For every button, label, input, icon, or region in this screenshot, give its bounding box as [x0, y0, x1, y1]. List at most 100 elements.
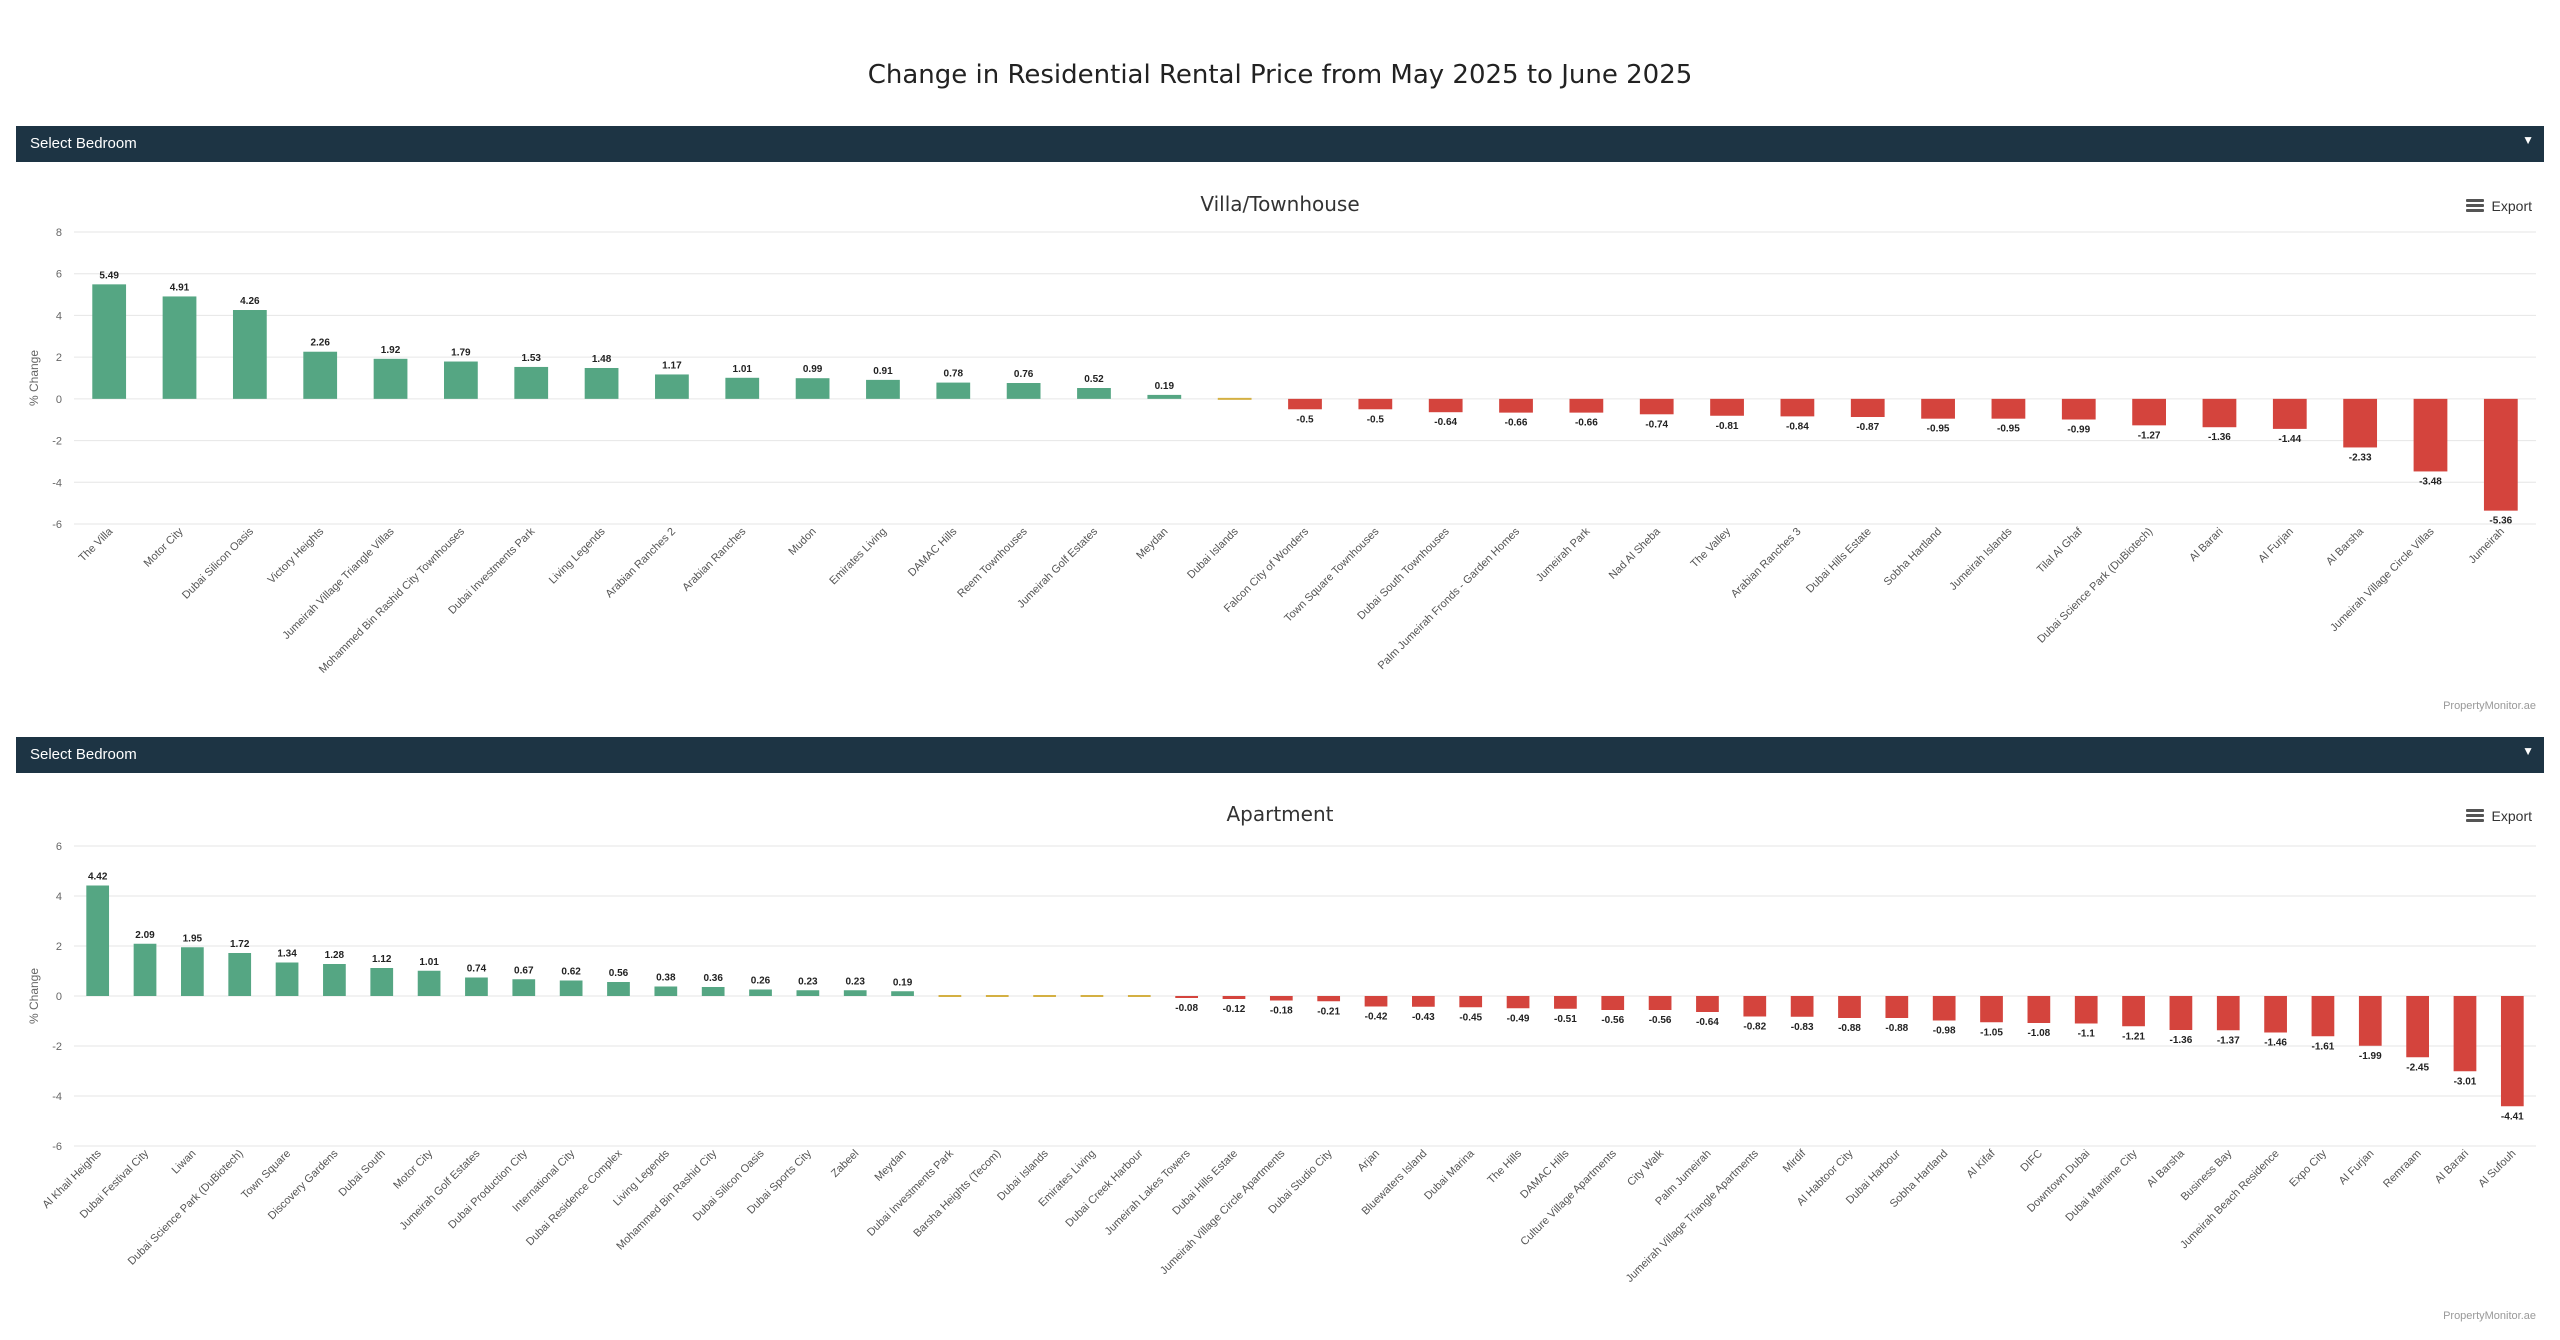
credits-link[interactable]: PropertyMonitor.ae — [2443, 1310, 2536, 1322]
bar[interactable] — [1288, 398, 1322, 410]
bar[interactable] — [1980, 996, 2003, 1023]
bar[interactable] — [303, 351, 338, 399]
bar[interactable] — [1428, 398, 1463, 413]
bar[interactable] — [2483, 398, 2518, 511]
bar[interactable] — [985, 995, 1009, 997]
bar[interactable] — [1601, 996, 1625, 1010]
bar[interactable] — [2406, 996, 2429, 1058]
bar[interactable] — [1317, 996, 1341, 1002]
bar[interactable] — [417, 970, 441, 996]
bar[interactable] — [2169, 996, 2193, 1030]
data-label: 1.01 — [733, 364, 753, 375]
bar[interactable] — [1696, 996, 1719, 1012]
credits-link[interactable]: PropertyMonitor.ae — [2443, 700, 2536, 712]
bar[interactable] — [1780, 398, 1815, 417]
bar[interactable] — [2202, 398, 2237, 428]
bar[interactable] — [181, 947, 204, 996]
data-label: -0.99 — [2067, 425, 2090, 436]
bar[interactable] — [1147, 394, 1182, 399]
export-button[interactable]: Export — [2465, 808, 2532, 824]
bar[interactable] — [1743, 996, 1767, 1017]
bar[interactable] — [1506, 996, 1530, 1009]
bar[interactable] — [1932, 996, 1956, 1021]
bar[interactable] — [1127, 995, 1151, 997]
bar[interactable] — [1991, 398, 2026, 419]
select-bedroom-dropdown-villa[interactable]: Select Bedroom ▼ — [16, 126, 2544, 162]
bar[interactable] — [795, 378, 830, 399]
bar[interactable] — [891, 991, 914, 996]
bar[interactable] — [1838, 996, 1861, 1018]
bar[interactable] — [2122, 996, 2145, 1027]
x-tick-label: Living Legends — [547, 525, 608, 586]
bar[interactable] — [1790, 996, 1814, 1017]
bar[interactable] — [607, 982, 630, 996]
bar[interactable] — [2264, 996, 2287, 1033]
bar[interactable] — [1175, 996, 1198, 998]
bar[interactable] — [133, 943, 157, 996]
bar[interactable] — [1033, 995, 1056, 997]
bar[interactable] — [2311, 996, 2335, 1037]
bar[interactable] — [1006, 383, 1041, 399]
bar[interactable] — [936, 382, 971, 399]
bar[interactable] — [1499, 398, 1533, 413]
bar[interactable] — [2272, 398, 2307, 429]
bar[interactable] — [2027, 996, 2051, 1023]
bar[interactable] — [370, 968, 394, 996]
bar[interactable] — [1217, 397, 1252, 400]
bar[interactable] — [514, 366, 549, 399]
data-label: 0.23 — [798, 976, 818, 987]
bar[interactable] — [938, 995, 962, 997]
bar[interactable] — [2343, 398, 2378, 448]
bar[interactable] — [1459, 996, 1483, 1008]
bar[interactable] — [559, 980, 583, 997]
x-tick-label: City Walk — [1625, 1147, 1666, 1188]
bar[interactable] — [843, 990, 867, 996]
bar[interactable] — [1412, 996, 1435, 1007]
bar[interactable] — [1077, 388, 1111, 399]
bar[interactable] — [2074, 996, 2098, 1024]
export-button[interactable]: Export — [2465, 198, 2532, 214]
bar[interactable] — [86, 885, 110, 997]
bar[interactable] — [701, 987, 725, 996]
x-tick-label: Dubai Production City — [446, 1147, 530, 1231]
bar[interactable] — [1850, 398, 1885, 418]
bar[interactable] — [92, 284, 127, 399]
bar[interactable] — [1269, 996, 1293, 1001]
bar[interactable] — [584, 367, 619, 399]
bar[interactable] — [1639, 398, 1674, 415]
bar[interactable] — [2500, 996, 2524, 1107]
bar[interactable] — [1569, 398, 1604, 413]
bar[interactable] — [655, 374, 689, 399]
bar[interactable] — [1080, 995, 1104, 997]
bar[interactable] — [725, 377, 760, 399]
bar[interactable] — [373, 358, 408, 399]
bar[interactable] — [2358, 996, 2382, 1046]
bar[interactable] — [1648, 996, 1672, 1010]
bar[interactable] — [749, 989, 772, 997]
bar[interactable] — [654, 986, 678, 997]
bar[interactable] — [1358, 398, 1393, 410]
bar[interactable] — [2061, 398, 2096, 420]
bar[interactable] — [2216, 996, 2240, 1031]
bar[interactable] — [444, 361, 478, 399]
bar[interactable] — [866, 379, 900, 399]
bar[interactable] — [1364, 996, 1388, 1007]
bar[interactable] — [1222, 996, 1246, 999]
bar[interactable] — [1885, 996, 1909, 1018]
select-bedroom-dropdown-apartment[interactable]: Select Bedroom ▼ — [16, 737, 2544, 773]
bar[interactable] — [512, 979, 536, 996]
bar[interactable] — [275, 962, 299, 997]
bar[interactable] — [1921, 398, 1955, 419]
bar[interactable] — [2132, 398, 2166, 426]
bar[interactable] — [232, 310, 267, 399]
bar[interactable] — [1554, 996, 1577, 1009]
x-tick-label: Jumeirah Golf Estates — [1015, 525, 1100, 610]
bar[interactable] — [2453, 996, 2477, 1072]
bar[interactable] — [162, 296, 197, 399]
bar[interactable] — [796, 990, 820, 996]
bar[interactable] — [228, 953, 252, 996]
bar[interactable] — [465, 977, 488, 997]
bar[interactable] — [323, 964, 346, 996]
bar[interactable] — [2413, 398, 2448, 472]
bar[interactable] — [1710, 398, 1744, 416]
